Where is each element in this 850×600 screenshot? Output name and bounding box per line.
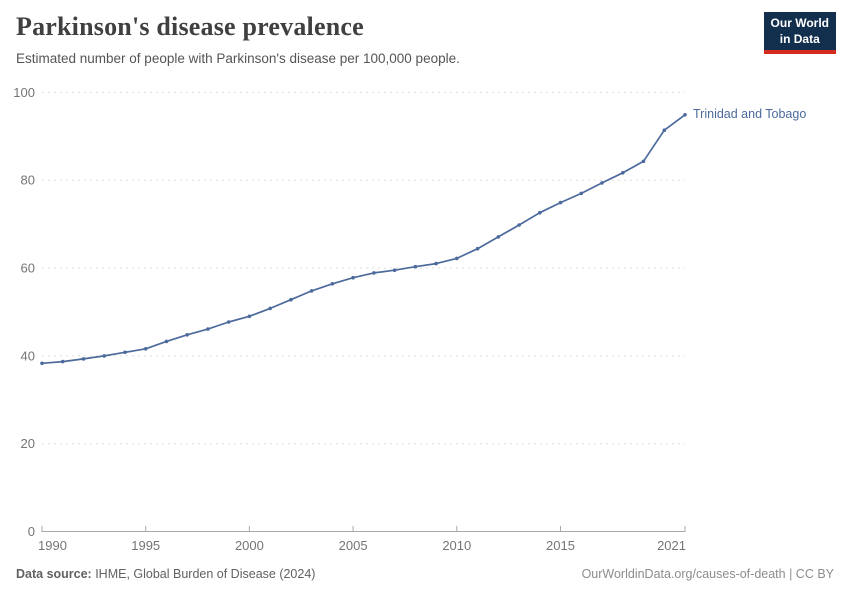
series-line-trinidad-and-tobago[interactable] [40,113,687,366]
data-point [226,320,231,324]
y-tick-label: 80 [21,173,35,188]
data-point [372,271,376,275]
data-source-label: Data source: [16,567,92,581]
y-tick-label: 20 [21,436,35,451]
owid-logo[interactable]: Our World in Data [763,12,836,55]
data-point [40,361,44,366]
data-point [558,200,563,205]
data-point [185,333,189,337]
owid-logo-line1: Our World [770,16,829,30]
data-point [330,282,335,286]
x-tick-label: 1990 [38,538,67,553]
data-point [600,181,604,185]
chart-footer: Data source: IHME, Global Burden of Dise… [16,567,834,581]
owid-logo-line2: in Data [779,31,820,46]
data-point [517,223,521,227]
x-tick-label: 2000 [235,538,264,553]
data-point [164,339,169,344]
data-point [60,359,65,364]
data-point [247,314,252,319]
data-source-text: Data source: IHME, Global Burden of Dise… [16,567,315,581]
data-point [413,264,418,269]
data-source-value: IHME, Global Burden of Disease (2024) [91,567,316,581]
series-label-trinidad-and-tobago[interactable]: Trinidad and Tobago [693,106,807,121]
data-point [123,350,127,355]
y-tick-label: 40 [21,348,35,363]
x-tick-label: 2005 [339,538,368,553]
data-point [309,289,314,293]
data-point [579,191,584,196]
data-point [206,327,210,331]
series-path [41,113,686,365]
data-point [143,347,148,351]
x-tick-label: 2010 [442,538,471,553]
data-point [268,306,273,311]
y-tick-label: 60 [21,261,35,276]
x-tick-label: 1995 [131,538,160,553]
data-point [351,275,355,280]
data-point [496,235,501,239]
data-point [102,354,106,358]
attribution-link[interactable]: OurWorldinData.org/causes-of-death | CC … [581,567,834,581]
page-title: Parkinson's disease prevalence [16,12,364,41]
data-point [392,268,397,273]
x-tick-label: 2021 [657,538,686,553]
data-point [621,171,625,175]
data-point [683,113,687,117]
data-point [641,159,646,164]
data-point [81,357,86,361]
data-point [538,210,542,215]
data-point [455,256,459,261]
x-tick-label: 2015 [546,538,575,553]
data-point [475,246,480,251]
data-point [289,297,293,302]
y-tick-label: 100 [13,85,35,100]
data-point [662,128,667,132]
y-tick-label: 0 [28,524,35,539]
data-point [434,261,438,266]
chart-subtitle: Estimated number of people with Parkinso… [16,51,460,66]
